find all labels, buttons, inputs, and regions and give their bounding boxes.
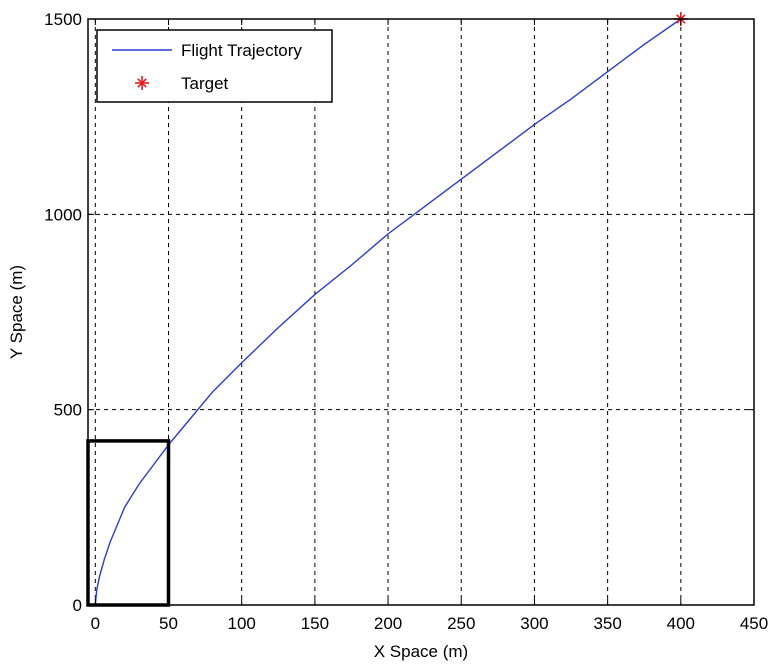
x-tick-label: 200 (374, 614, 402, 633)
x-axis-label: X Space (m) (374, 642, 468, 661)
x-tick-label: 0 (91, 614, 100, 633)
x-tick-label: 400 (667, 614, 695, 633)
y-tick-label: 500 (54, 401, 82, 420)
highlight-rectangle (86, 439, 171, 607)
y-tick-label: 0 (73, 596, 82, 615)
x-tick-label: 50 (159, 614, 178, 633)
legend: Flight Trajectory Target (96, 29, 333, 103)
grid (88, 19, 754, 605)
x-tick-label: 300 (520, 614, 548, 633)
flight-trajectory-line (94, 18, 682, 606)
plot-frame (87, 18, 755, 606)
legend-label-flight-trajectory: Flight Trajectory (181, 41, 302, 60)
x-tick-label: 100 (228, 614, 256, 633)
legend-box (96, 29, 333, 103)
annotations-layer (86, 439, 171, 607)
x-tick-label: 150 (301, 614, 329, 633)
x-tick-label: 250 (447, 614, 475, 633)
y-axis-label: Y Space (m) (7, 265, 26, 359)
legend-label-target: Target (181, 74, 229, 93)
x-tick-label: 350 (593, 614, 621, 633)
legend-swatch-target (135, 76, 149, 90)
x-tick-label: 450 (740, 614, 768, 633)
legend-star-icon (135, 76, 149, 90)
ticks: 0 50 100 150 200 250 300 350 400 450 0 500 1000 1500 (44, 10, 768, 633)
y-tick-label: 1500 (44, 10, 82, 29)
y-tick-label: 1000 (44, 205, 82, 224)
